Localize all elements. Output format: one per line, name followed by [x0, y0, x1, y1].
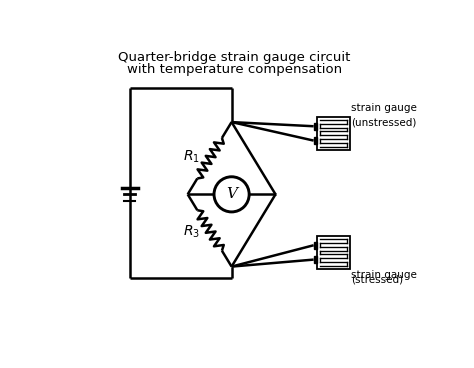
Text: $R_3$: $R_3$ — [183, 224, 201, 240]
Text: (stressed): (stressed) — [351, 275, 403, 285]
Bar — [314, 256, 317, 263]
Bar — [314, 123, 317, 130]
Bar — [317, 236, 350, 269]
Text: with temperature compensation: with temperature compensation — [127, 63, 342, 75]
Bar — [314, 242, 317, 249]
Text: strain gauge: strain gauge — [351, 103, 417, 113]
Text: V: V — [226, 187, 237, 201]
Bar — [314, 137, 317, 144]
Text: (unstressed): (unstressed) — [351, 117, 417, 127]
Text: strain gauge: strain gauge — [351, 270, 417, 280]
Bar — [317, 117, 350, 150]
Text: Quarter-bridge strain gauge circuit: Quarter-bridge strain gauge circuit — [118, 51, 351, 64]
Text: $R_1$: $R_1$ — [183, 149, 201, 165]
